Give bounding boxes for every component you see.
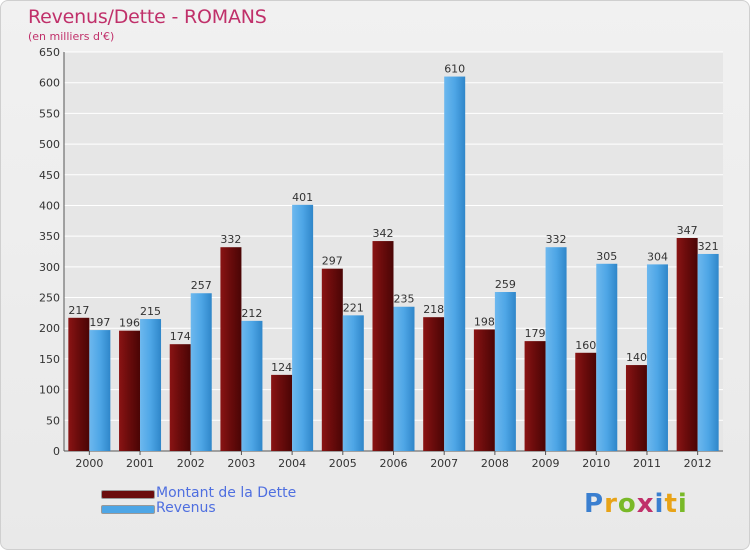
bar-debt-2003: [220, 247, 242, 451]
proxiti-logo: Proxiti: [584, 489, 688, 519]
x-tick-label-2001: 2001: [126, 457, 154, 470]
data-label-revenue-2003: 212: [241, 307, 262, 320]
bar-debt-2012: [676, 237, 698, 451]
legend-swatch-revenue: [101, 505, 155, 514]
logo-letter: t: [664, 489, 678, 519]
data-label-revenue-2009: 332: [546, 233, 567, 246]
logo-letter: r: [604, 489, 618, 519]
logo-letter: x: [636, 489, 655, 519]
data-label-debt-2002: 174: [170, 330, 191, 343]
data-label-debt-2001: 196: [119, 317, 140, 330]
x-tick-label-2011: 2011: [633, 457, 661, 470]
y-tick-label: 100: [39, 384, 60, 397]
x-tick-label-2007: 2007: [430, 457, 458, 470]
logo-letter: P: [584, 489, 605, 519]
bar-revenue-2006: [393, 306, 415, 451]
y-tick-label: 400: [39, 199, 60, 212]
y-tick-label: 50: [46, 414, 60, 427]
bar-revenue-2012: [697, 253, 719, 451]
y-tick-label: 550: [39, 107, 60, 120]
data-label-revenue-2007: 610: [444, 63, 465, 76]
x-tick-label-2005: 2005: [329, 457, 357, 470]
x-tick-label-2012: 2012: [684, 457, 712, 470]
bar-revenue-2005: [342, 315, 364, 451]
bar-debt-2006: [372, 241, 394, 451]
data-label-revenue-2012: 321: [698, 240, 719, 253]
x-tick-label-2008: 2008: [481, 457, 509, 470]
x-tick-label-2002: 2002: [177, 457, 205, 470]
x-tick-label-2006: 2006: [380, 457, 408, 470]
bar-revenue-2011: [646, 264, 668, 451]
bar-revenue-2000: [89, 330, 111, 451]
bar-debt-2002: [169, 344, 191, 451]
x-tick-label-2004: 2004: [278, 457, 306, 470]
bar-debt-2010: [575, 352, 597, 451]
data-label-debt-2008: 198: [474, 315, 495, 328]
data-label-debt-2011: 140: [626, 351, 647, 364]
bar-debt-2001: [119, 330, 141, 451]
y-tick-label: 200: [39, 322, 60, 335]
y-tick-label: 250: [39, 292, 60, 305]
bar-revenue-2001: [140, 319, 162, 451]
data-label-revenue-2008: 259: [495, 278, 516, 291]
data-label-debt-2010: 160: [575, 339, 596, 352]
bar-debt-2000: [68, 317, 90, 451]
data-label-debt-2005: 297: [322, 255, 343, 268]
bar-revenue-2009: [545, 247, 567, 451]
data-label-debt-2006: 342: [373, 227, 394, 240]
legend-label-revenue: Revenus: [156, 500, 216, 516]
logo-letter: i: [677, 489, 688, 519]
y-tick-label: 650: [39, 46, 60, 59]
bar-revenue-2008: [494, 292, 516, 451]
bar-debt-2009: [524, 341, 546, 451]
bar-revenue-2003: [241, 320, 263, 451]
bar-debt-2007: [423, 317, 445, 451]
y-tick-label: 500: [39, 138, 60, 151]
data-label-revenue-2002: 257: [191, 279, 212, 292]
bar-revenue-2004: [292, 204, 314, 451]
data-label-revenue-2010: 305: [596, 250, 617, 263]
chart-title: Revenus/Dette - ROMANS: [28, 6, 267, 28]
bar-revenue-2007: [444, 76, 466, 452]
data-label-revenue-2011: 304: [647, 250, 668, 263]
data-label-revenue-2005: 221: [343, 301, 364, 314]
data-label-revenue-2006: 235: [394, 293, 415, 306]
y-tick-label: 350: [39, 230, 60, 243]
y-tick-label: 150: [39, 353, 60, 366]
bar-debt-2005: [321, 268, 343, 451]
data-label-debt-2009: 179: [525, 327, 546, 340]
data-label-debt-2012: 347: [677, 224, 698, 237]
x-tick-label-2009: 2009: [532, 457, 560, 470]
bar-debt-2008: [473, 329, 495, 451]
logo-letter: i: [654, 489, 665, 519]
chart-subtitle: (en milliers d'€): [28, 30, 115, 43]
bar-revenue-2002: [190, 293, 212, 451]
data-label-revenue-2001: 215: [140, 305, 161, 318]
x-tick-label-2010: 2010: [582, 457, 610, 470]
bar-chart: 0 50 100 150 200 250 300 350 400 450 500 550 600 650 2…: [39, 46, 723, 470]
data-label-revenue-2000: 197: [89, 316, 110, 329]
data-label-debt-2004: 124: [271, 361, 292, 374]
x-tick-label-2003: 2003: [227, 457, 255, 470]
bar-revenue-2010: [596, 263, 618, 451]
logo-letter: o: [617, 489, 637, 519]
legend-swatch-debt: [101, 490, 155, 499]
y-tick-label: 450: [39, 169, 60, 182]
x-tick-label-2000: 2000: [75, 457, 103, 470]
data-label-revenue-2004: 401: [292, 191, 313, 204]
y-tick-label: 0: [53, 445, 60, 458]
legend-label-debt: Montant de la Dette: [156, 485, 297, 501]
data-label-debt-2003: 332: [220, 233, 241, 246]
y-tick-label: 600: [39, 77, 60, 90]
bar-debt-2004: [271, 374, 293, 451]
y-tick-label: 300: [39, 261, 60, 274]
data-label-debt-2000: 217: [68, 304, 89, 317]
data-label-debt-2007: 218: [423, 303, 444, 316]
bar-debt-2011: [625, 365, 647, 451]
